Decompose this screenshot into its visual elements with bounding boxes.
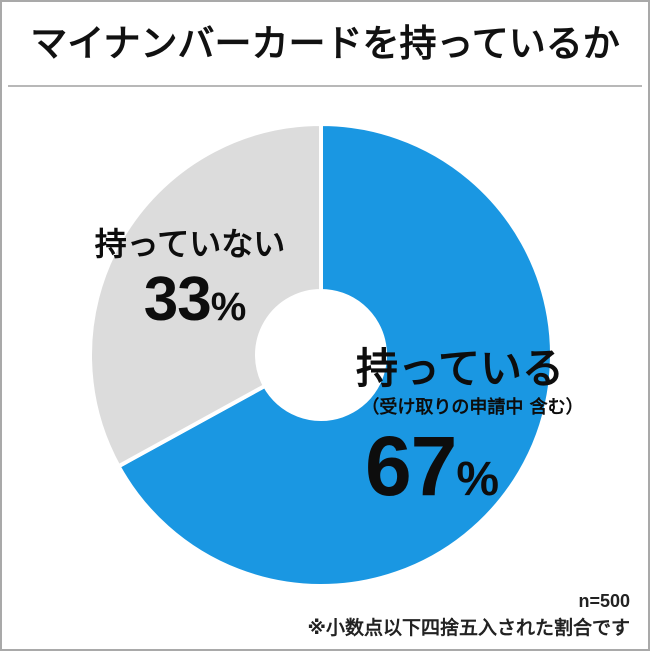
slice-value-no-card: 33% [80, 268, 310, 348]
slice-value-unit: % [210, 285, 247, 329]
slice-label-no-card: 持っていない [94, 225, 286, 263]
slice-value-unit: % [456, 453, 500, 506]
sample-size: n=500 [578, 591, 630, 611]
donut-slice-no-card [88, 121, 323, 470]
slice-value-number: 33 [143, 265, 212, 334]
donut-slice-have-card [115, 121, 554, 588]
title-divider [8, 85, 642, 87]
slice-value-number: 67 [364, 419, 457, 513]
footnote: ※小数点以下四捨五入された割合です [307, 617, 630, 639]
slice-value-have-card: 67% [320, 421, 544, 536]
slice-label-have-card: 持っている [356, 344, 564, 393]
chart-title: マイナンバーカードを持っているか [30, 22, 620, 65]
slice-note-have-card: （受け取りの申請中 含む） [361, 397, 584, 418]
